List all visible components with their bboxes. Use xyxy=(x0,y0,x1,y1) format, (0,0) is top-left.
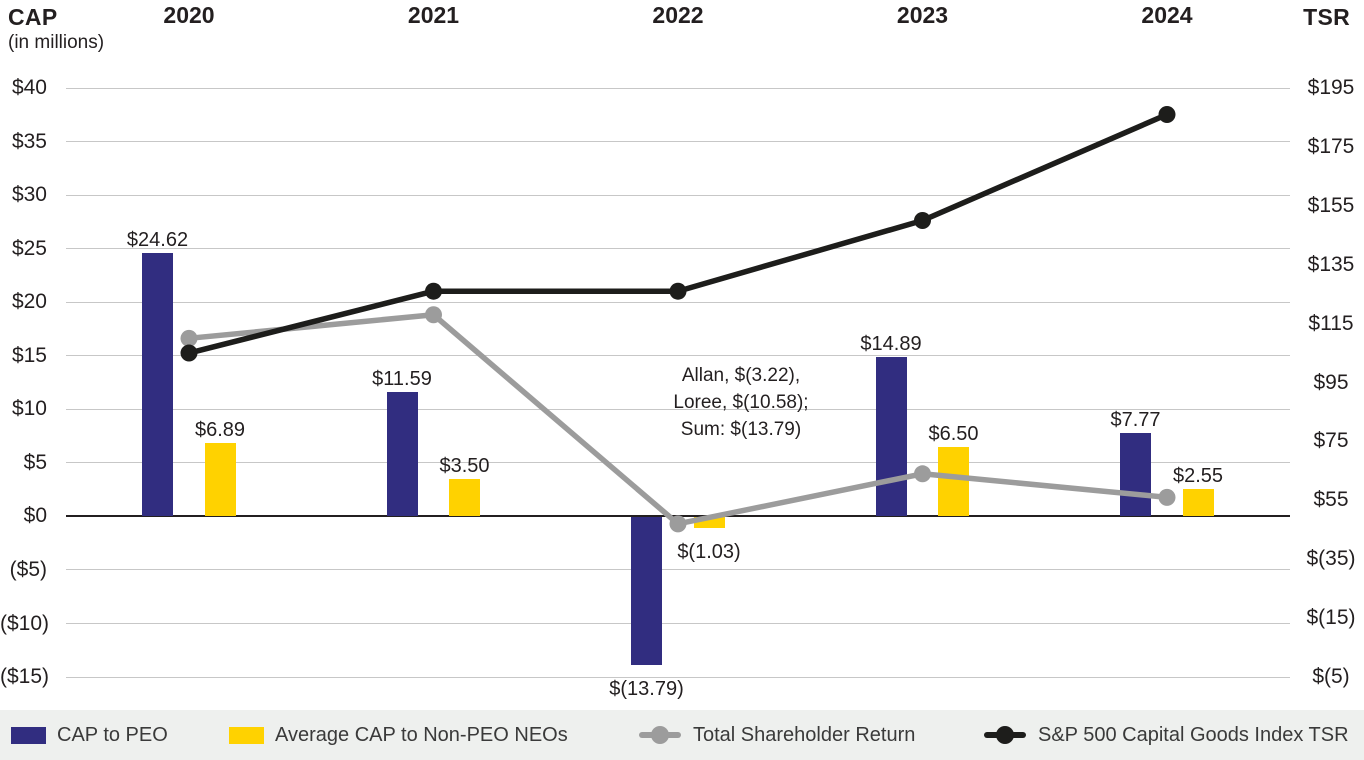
right-axis-tick: $55 xyxy=(1313,488,1349,512)
gridline xyxy=(66,87,1290,89)
year-label-2020: 2020 xyxy=(163,2,215,28)
bar-cap-to-peo-2020 xyxy=(142,252,173,517)
left-axis-tick: $20 xyxy=(11,290,47,314)
line-marker xyxy=(669,515,687,533)
line-marker xyxy=(180,329,198,347)
bar-value-label: $6.50 xyxy=(928,422,979,445)
gridline xyxy=(66,355,1290,357)
annotation-2022-peo-breakdown: Allan, $(3.22), Loree, $(10.58); Sum: $(… xyxy=(601,362,881,443)
right-axis-title: TSR xyxy=(1303,4,1350,30)
legend-swatch-line xyxy=(984,726,1026,744)
gridline xyxy=(66,676,1290,678)
left-axis-tick: ($5) xyxy=(9,557,47,581)
left-axis-tick: $0 xyxy=(23,504,47,528)
right-axis-tick: $(15) xyxy=(1306,606,1356,630)
left-axis-tick: ($10) xyxy=(0,611,50,635)
gridline xyxy=(66,462,1290,464)
legend-label: S&P 500 Capital Goods Index TSR xyxy=(1038,723,1349,746)
bar-value-label: $24.62 xyxy=(126,228,189,251)
gridline xyxy=(66,248,1290,250)
left-axis-tick: $40 xyxy=(11,76,47,99)
year-label-2021: 2021 xyxy=(407,2,460,28)
bar-cap-to-peo-2022 xyxy=(631,517,662,666)
right-axis-tick: $(5) xyxy=(1312,665,1350,688)
bar-value-label: $11.59 xyxy=(372,368,432,391)
legend-swatch-line xyxy=(639,726,681,744)
year-label-2022: 2022 xyxy=(652,2,704,28)
legend-item-cap-to-peo: CAP to PEO xyxy=(11,710,168,760)
bar-value-label: $3.50 xyxy=(439,454,490,477)
gridline xyxy=(66,141,1290,143)
year-label-2024: 2024 xyxy=(1141,2,1193,28)
annotation-line: Loree, $(10.58); xyxy=(673,392,809,413)
left-axis-tick: $35 xyxy=(11,129,47,153)
legend-label: Average CAP to Non-PEO NEOs xyxy=(275,723,568,746)
legend-swatch-line-dot xyxy=(651,726,669,744)
left-axis-tick: $5 xyxy=(23,450,47,474)
right-axis-tick: $95 xyxy=(1313,370,1349,394)
bar-average-cap-to-non-peo-neos-2022 xyxy=(693,517,725,529)
bar-average-cap-to-non-peo-neos-2024 xyxy=(1182,489,1214,517)
right-axis-tick: $175 xyxy=(1307,134,1355,158)
bar-average-cap-to-non-peo-neos-2020 xyxy=(204,442,236,517)
right-axis-tick: $115 xyxy=(1308,311,1354,335)
line-marker xyxy=(425,306,442,324)
bar-average-cap-to-non-peo-neos-2021 xyxy=(449,478,480,517)
left-axis-tick: $15 xyxy=(11,343,47,367)
line-marker xyxy=(425,282,442,300)
gridline xyxy=(66,194,1290,196)
legend-label: CAP to PEO xyxy=(57,723,168,746)
legend-swatch-bar xyxy=(229,726,264,744)
legend-item-average-cap-to-non-peo-neos: Average CAP to Non-PEO NEOs xyxy=(229,710,568,760)
line-marker xyxy=(1158,106,1176,124)
line-marker xyxy=(1158,488,1176,506)
left-axis-subtitle: (in millions) xyxy=(8,32,105,53)
legend-swatch-bar xyxy=(11,726,46,744)
right-axis-tick: $135 xyxy=(1307,252,1355,276)
zero-axis-line xyxy=(66,515,1290,518)
gridline xyxy=(66,301,1290,303)
bar-average-cap-to-non-peo-neos-2023 xyxy=(938,446,969,517)
bar-value-label: $6.89 xyxy=(194,418,246,441)
right-axis-tick: $195 xyxy=(1307,76,1355,99)
left-axis-tick: $30 xyxy=(11,183,47,207)
chart-legend: CAP to PEO Average CAP to Non-PEO NEOs Tot… xyxy=(0,710,1364,760)
legend-item-total-shareholder-return: Total Shareholder Return xyxy=(639,710,915,760)
gridline xyxy=(66,569,1290,571)
bar-value-label: $(13.79) xyxy=(609,678,684,701)
line-s-p-500-capital-goods-index-tsr xyxy=(186,111,1170,356)
right-axis-tick: $(35) xyxy=(1306,547,1356,571)
left-axis-tick: ($15) xyxy=(0,665,50,689)
year-label-2023: 2023 xyxy=(896,2,949,28)
legend-item-s-p-500-capital-goods-index-tsr: S&P 500 Capital Goods Index TSR xyxy=(984,710,1349,760)
legend-label: Total Shareholder Return xyxy=(693,723,916,746)
left-axis-tick: $10 xyxy=(11,397,47,421)
right-axis-tick: $155 xyxy=(1307,193,1355,217)
gridline xyxy=(66,623,1290,624)
bar-value-label: $2.55 xyxy=(1172,465,1224,488)
line-marker xyxy=(669,282,687,300)
line-marker xyxy=(914,212,931,230)
left-axis-title: CAP xyxy=(8,4,58,30)
annotation-line: Sum: $(13.79) xyxy=(680,419,802,440)
annotation-line: Allan, $(3.22), xyxy=(681,365,801,386)
right-axis-tick: $75 xyxy=(1313,429,1349,453)
line-marker xyxy=(914,465,931,483)
bar-value-label: $7.77 xyxy=(1110,409,1161,432)
bar-value-label: $14.89 xyxy=(860,332,922,355)
line-marker xyxy=(180,344,198,362)
left-axis-tick: $25 xyxy=(11,236,47,260)
bar-value-label: $(1.03) xyxy=(677,541,741,564)
legend-swatch-line-dot xyxy=(996,726,1014,744)
